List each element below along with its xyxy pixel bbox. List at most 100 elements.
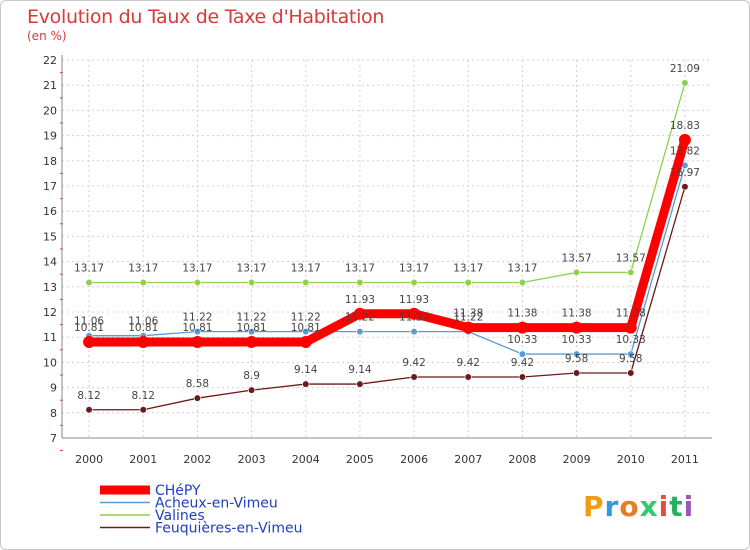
y-tick-label: 8	[50, 407, 57, 420]
data-point	[299, 335, 312, 348]
data-label: 11.93	[345, 294, 375, 306]
data-point	[681, 79, 689, 87]
data-point	[247, 278, 256, 287]
x-tick-label: 2007	[454, 453, 482, 466]
x-tick-label: 2005	[346, 453, 374, 466]
y-tick-label: 19	[43, 130, 57, 143]
y-tick-label: 14	[43, 256, 57, 269]
data-point	[464, 278, 472, 287]
data-label: 13.17	[237, 263, 267, 275]
legend-label: Valines	[155, 508, 205, 524]
x-tick-label: 2008	[508, 453, 536, 466]
data-point	[518, 373, 527, 381]
series-line-acheux-en-vimeu	[88, 164, 686, 355]
proxiti-logo: Proxiti	[583, 490, 694, 523]
data-label: 13.57	[616, 252, 646, 264]
data-label: 8.12	[77, 390, 100, 402]
data-label: 13.57	[562, 252, 592, 264]
y-tick-label: 18	[43, 155, 57, 168]
data-label: 11.38	[507, 308, 537, 320]
data-point	[302, 278, 310, 287]
legend-label: CHéPY	[155, 483, 201, 499]
logo-letter: r	[604, 490, 620, 523]
data-label: 11.22	[182, 312, 212, 324]
series-line-feuqui-res-en-vimeu	[88, 186, 686, 411]
y-tick-label: 9	[50, 382, 57, 395]
data-label: 9.58	[565, 353, 588, 365]
data-label: 8.9	[243, 370, 260, 382]
chart-title: Evolution du Taux de Taxe d'Habitation	[27, 6, 385, 28]
x-tick-label: 2003	[238, 453, 266, 466]
x-tick-label: 2000	[75, 453, 103, 466]
data-point	[353, 307, 366, 320]
data-label: 10.33	[562, 334, 592, 346]
data-point	[410, 278, 418, 287]
data-point	[137, 335, 150, 348]
data-label: 11.22	[237, 312, 267, 324]
data-label: 11.22	[399, 312, 429, 324]
data-point	[85, 278, 93, 287]
data-point	[627, 268, 635, 277]
data-label: 21.09	[670, 63, 700, 75]
x-tick-label: 2010	[617, 453, 645, 466]
data-point	[462, 321, 475, 334]
data-point	[518, 278, 527, 287]
data-point	[356, 380, 364, 388]
data-point	[356, 278, 364, 287]
data-label: 10.81	[237, 322, 267, 334]
y-tick-label: 21	[43, 79, 57, 92]
data-point	[572, 369, 581, 377]
y-tick-label: 10	[43, 356, 57, 369]
data-point	[570, 321, 583, 334]
x-tick-label: 2004	[292, 453, 320, 466]
data-label: 10.81	[128, 322, 158, 334]
data-label: 13.17	[345, 263, 375, 275]
data-label: 8.12	[132, 390, 155, 402]
data-label: 11.38	[562, 308, 592, 320]
x-tick-label: 2006	[400, 453, 428, 466]
data-label: 10.81	[74, 322, 104, 334]
y-tick-label: 11	[43, 331, 57, 344]
data-label: 9.58	[619, 353, 642, 365]
data-label: 17.82	[670, 145, 700, 157]
y-tick-label: 7	[50, 432, 57, 445]
data-label: 13.17	[128, 263, 158, 275]
data-point	[245, 335, 258, 348]
logo-letter: i	[658, 490, 670, 523]
legend-label: Acheux-en-Vimeu	[155, 496, 278, 512]
logo-letter: x	[639, 490, 659, 523]
chart-subtitle: (en %)	[27, 29, 67, 43]
data-point	[624, 321, 637, 334]
data-label: 11.38	[616, 308, 646, 320]
data-point	[572, 268, 581, 277]
data-point	[678, 133, 691, 146]
y-tick-label: 20	[43, 104, 57, 117]
data-label: 13.17	[291, 263, 321, 275]
data-label: 8.58	[186, 378, 209, 390]
data-label: 16.97	[670, 167, 700, 179]
data-label: 11.93	[399, 294, 429, 306]
data-point	[410, 373, 418, 381]
data-label: 11.06	[74, 316, 104, 328]
data-point	[410, 328, 418, 336]
y-tick-label: 17	[43, 180, 57, 193]
data-label: 10.33	[507, 334, 537, 346]
data-label: 13.17	[453, 263, 483, 275]
data-label: 13.17	[182, 263, 212, 275]
data-label: 10.33	[616, 334, 646, 346]
data-label: 11.22	[345, 312, 375, 324]
x-tick-label: 2002	[183, 453, 211, 466]
data-label: 9.14	[348, 364, 372, 376]
data-point	[193, 278, 202, 287]
data-label: 11.38	[453, 308, 483, 320]
data-label: 13.17	[74, 263, 104, 275]
data-label: 9.42	[402, 357, 425, 369]
data-point	[516, 321, 529, 334]
series-line-valines	[88, 82, 686, 284]
data-point	[302, 328, 310, 336]
data-label: 9.14	[294, 364, 318, 376]
y-tick-label: 22	[43, 54, 57, 67]
data-point	[83, 335, 96, 348]
data-point	[85, 406, 93, 414]
